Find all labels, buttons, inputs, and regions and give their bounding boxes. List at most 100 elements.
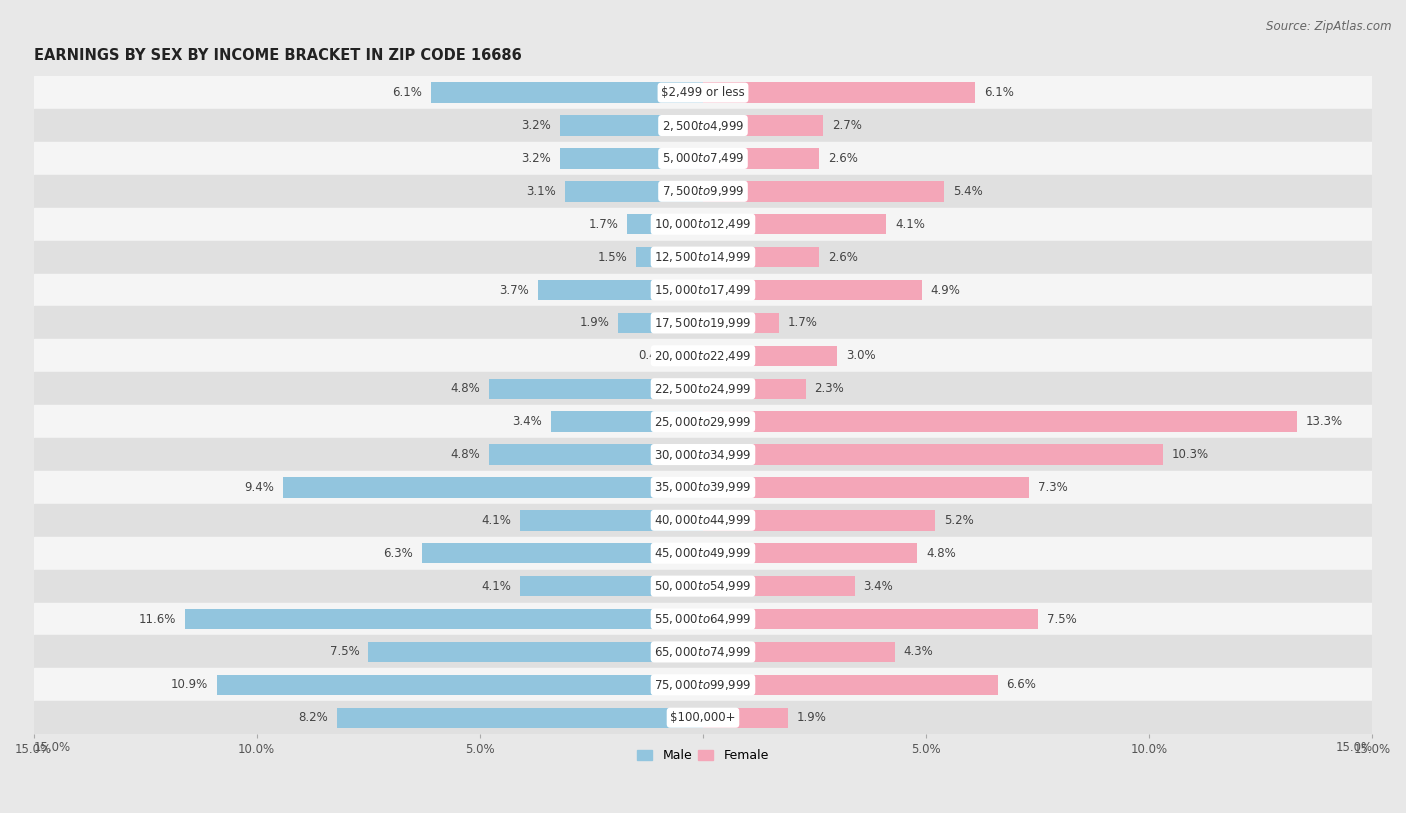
Text: $100,000+: $100,000+ (671, 711, 735, 724)
Bar (34, 175, 1372, 208)
Text: 3.0%: 3.0% (846, 350, 876, 363)
Text: $30,000 to $34,999: $30,000 to $34,999 (654, 447, 752, 462)
Bar (703, 313, 779, 333)
Text: $55,000 to $64,999: $55,000 to $64,999 (654, 612, 752, 626)
Bar (703, 641, 894, 662)
Text: $17,500 to $19,999: $17,500 to $19,999 (654, 316, 752, 330)
Text: 15.0%: 15.0% (1336, 741, 1372, 754)
Text: 4.8%: 4.8% (450, 382, 479, 395)
Bar (284, 477, 703, 498)
Text: 1.5%: 1.5% (598, 250, 627, 263)
Text: 3.4%: 3.4% (863, 580, 893, 593)
Text: $15,000 to $17,499: $15,000 to $17,499 (654, 283, 752, 297)
Text: EARNINGS BY SEX BY INCOME BRACKET IN ZIP CODE 16686: EARNINGS BY SEX BY INCOME BRACKET IN ZIP… (34, 47, 522, 63)
Text: Source: ZipAtlas.com: Source: ZipAtlas.com (1267, 20, 1392, 33)
Text: 1.7%: 1.7% (588, 218, 619, 231)
Text: 10.3%: 10.3% (1171, 448, 1209, 461)
Text: 2.6%: 2.6% (828, 250, 858, 263)
Bar (703, 675, 997, 695)
Text: 4.1%: 4.1% (481, 514, 512, 527)
Text: $25,000 to $29,999: $25,000 to $29,999 (654, 415, 752, 428)
Text: 6.1%: 6.1% (392, 86, 422, 99)
Text: $5,000 to $7,499: $5,000 to $7,499 (662, 151, 744, 165)
Bar (34, 372, 1372, 405)
Text: 3.7%: 3.7% (499, 284, 529, 297)
Text: $12,500 to $14,999: $12,500 to $14,999 (654, 250, 752, 264)
Bar (560, 115, 703, 136)
Bar (703, 181, 943, 202)
Text: $65,000 to $74,999: $65,000 to $74,999 (654, 645, 752, 659)
Bar (368, 641, 703, 662)
Text: 1.7%: 1.7% (787, 316, 818, 329)
Legend: Male, Female: Male, Female (633, 745, 773, 767)
Bar (34, 636, 1372, 668)
Text: 7.5%: 7.5% (329, 646, 360, 659)
Bar (34, 274, 1372, 307)
Text: $2,500 to $4,999: $2,500 to $4,999 (662, 119, 744, 133)
Bar (703, 148, 820, 168)
Text: 4.1%: 4.1% (481, 580, 512, 593)
Bar (489, 379, 703, 399)
Bar (34, 537, 1372, 570)
Bar (34, 504, 1372, 537)
Text: 3.4%: 3.4% (513, 415, 543, 428)
Bar (703, 379, 806, 399)
Bar (703, 115, 824, 136)
Bar (34, 241, 1372, 274)
Bar (703, 280, 922, 300)
Text: $50,000 to $54,999: $50,000 to $54,999 (654, 579, 752, 593)
Text: 1.9%: 1.9% (579, 316, 609, 329)
Bar (538, 280, 703, 300)
Bar (34, 208, 1372, 241)
Text: 4.8%: 4.8% (450, 448, 479, 461)
Bar (34, 76, 1372, 109)
Bar (430, 82, 703, 102)
Bar (703, 82, 976, 102)
Bar (34, 570, 1372, 602)
Text: 0.41%: 0.41% (638, 350, 676, 363)
Bar (703, 576, 855, 596)
Bar (703, 510, 935, 531)
Text: $20,000 to $22,499: $20,000 to $22,499 (654, 349, 752, 363)
Bar (703, 445, 1163, 465)
Text: 1.9%: 1.9% (797, 711, 827, 724)
Bar (703, 247, 820, 267)
Text: 4.3%: 4.3% (904, 646, 934, 659)
Bar (489, 445, 703, 465)
Text: 3.2%: 3.2% (522, 152, 551, 165)
Bar (627, 214, 703, 234)
Bar (34, 142, 1372, 175)
Bar (34, 702, 1372, 734)
Bar (34, 109, 1372, 142)
Text: $35,000 to $39,999: $35,000 to $39,999 (654, 480, 752, 494)
Text: 9.4%: 9.4% (245, 481, 274, 494)
Bar (34, 471, 1372, 504)
Text: 4.8%: 4.8% (927, 546, 956, 559)
Text: 2.7%: 2.7% (832, 119, 862, 132)
Text: 4.1%: 4.1% (894, 218, 925, 231)
Text: $40,000 to $44,999: $40,000 to $44,999 (654, 513, 752, 528)
Text: $45,000 to $49,999: $45,000 to $49,999 (654, 546, 752, 560)
Bar (703, 477, 1029, 498)
Bar (685, 346, 703, 366)
Text: 13.3%: 13.3% (1306, 415, 1343, 428)
Text: 10.9%: 10.9% (170, 678, 208, 691)
Text: 8.2%: 8.2% (298, 711, 328, 724)
Bar (337, 707, 703, 728)
Text: $22,500 to $24,999: $22,500 to $24,999 (654, 382, 752, 396)
Bar (636, 247, 703, 267)
Text: 2.6%: 2.6% (828, 152, 858, 165)
Text: 4.9%: 4.9% (931, 284, 960, 297)
Bar (703, 411, 1296, 432)
Text: 6.3%: 6.3% (384, 546, 413, 559)
Bar (703, 707, 787, 728)
Bar (34, 438, 1372, 471)
Bar (565, 181, 703, 202)
Bar (34, 339, 1372, 372)
Bar (520, 510, 703, 531)
Text: 7.5%: 7.5% (1046, 612, 1077, 625)
Text: $7,500 to $9,999: $7,500 to $9,999 (662, 185, 744, 198)
Text: 3.2%: 3.2% (522, 119, 551, 132)
Bar (34, 602, 1372, 636)
Bar (703, 346, 837, 366)
